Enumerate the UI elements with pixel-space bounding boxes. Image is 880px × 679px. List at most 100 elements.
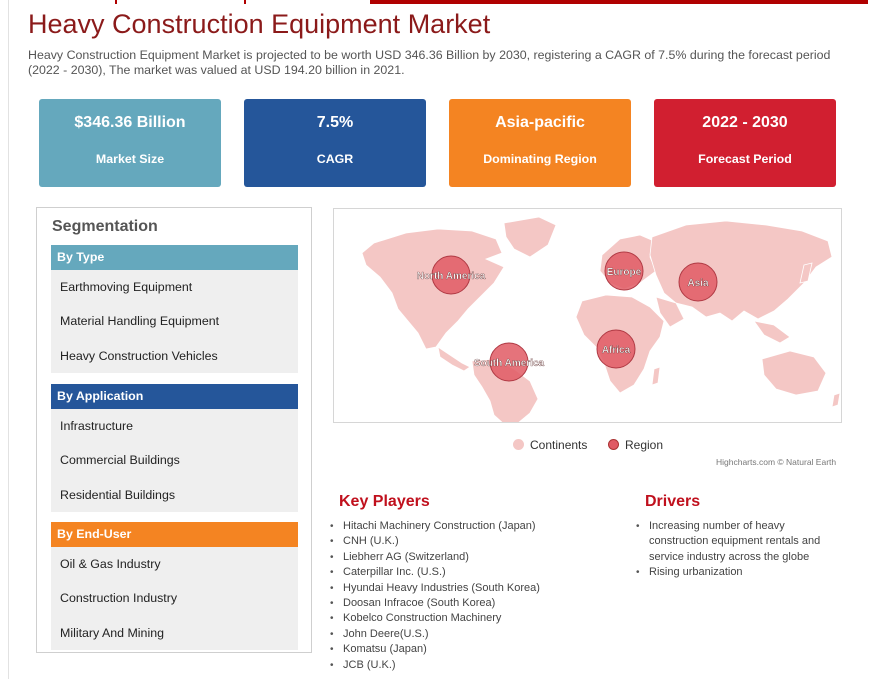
segment-list-application: Infrastructure Commercial Buildings Resi… [51,409,298,512]
list-item: • Rising urbanization [636,565,842,580]
kpi-market-size: $346.36 Billion Market Size [39,99,221,187]
bullet-icon: • [636,567,640,579]
greenland-shape [503,216,557,258]
region-bubble-south-america[interactable]: South America [474,342,545,382]
region-bubble-africa[interactable]: Africa [596,329,636,369]
driver-item: Rising urbanization [649,566,743,579]
list-item: • Komatsu (Japan) [330,642,630,657]
southeast-asia-shape [753,320,791,344]
segmentation-title: Segmentation [52,218,158,235]
list-item: • Hitachi Machinery Construction (Japan) [330,519,630,534]
world-map[interactable]: North America Europe Asia South America Afri… [333,208,842,423]
key-players-title: Key Players [339,493,430,510]
kpi-label: CAGR [316,152,354,166]
new-zealand-shape [831,392,841,408]
bullet-icon: • [330,659,334,671]
segment-list-end-user: Oil & Gas Industry Construction Industry… [51,547,298,650]
list-item: • CNH (U.K.) [330,534,630,549]
top-tab-marker [115,0,117,4]
legend-region[interactable]: Region [608,438,663,452]
segment-heading-application: By Application [51,384,298,409]
kpi-label: Dominating Region [483,152,597,166]
region-bubble-north-america[interactable]: North America [417,255,486,295]
bullet-icon: • [330,521,334,532]
page-description: Heavy Construction Equipment Market is p… [28,48,831,77]
kpi-value: 7.5% [316,114,354,131]
list-item: • JCB (U.K.) [330,658,630,673]
segment-item: Infrastructure [60,419,133,433]
legend-label: Region [625,438,664,452]
key-players-list: • Hitachi Machinery Construction (Japan) … [330,519,630,673]
kpi-value: Asia-pacific [495,114,585,131]
list-item: • Hyundai Heavy Industries (South Korea) [330,581,630,596]
key-player: CNH (U.K.) [343,535,399,548]
kpi-dominating-region: Asia-pacific Dominating Region [449,99,631,187]
region-label: Africa [602,345,631,356]
page-title: Heavy Construction Equipment Market [28,9,491,39]
legend-label: Continents [530,438,588,452]
region-bubble-europe[interactable]: Europe [604,251,644,291]
list-item: • John Deere(U.S.) [330,627,630,642]
top-tab-marker [244,0,246,4]
segment-item: Material Handling Equipment [60,314,220,329]
kpi-value: $346.36 Billion [74,114,186,131]
map-credit[interactable]: Highcharts.com © Natural Earth [716,457,837,467]
bullet-icon: • [330,644,334,656]
bullet-icon: • [330,598,334,610]
japan-shape [799,262,813,284]
list-item: • Caterpillar Inc. (U.S.) [330,565,630,580]
central-america-shape [437,346,471,372]
segment-item: Commercial Buildings [60,453,180,468]
region-bubble-asia[interactable]: Asia [678,262,718,302]
driver-item: Increasing number of heavy construction … [649,520,821,563]
bullet-icon: • [330,628,334,640]
bullet-icon: • [636,521,640,532]
world-map-svg: North America Europe Asia South America Afri… [361,216,841,422]
legend-dot-continents [513,439,524,450]
bullet-icon: • [330,551,334,563]
key-player: Kobelco Construction Machinery [343,612,502,625]
region-circle[interactable] [431,255,471,295]
key-player: Komatsu (Japan) [343,643,427,656]
page-frame [8,0,880,679]
segmentation-panel: Segmentation By Type Earthmoving Equipme… [36,207,312,653]
key-player: Caterpillar Inc. (U.S.) [343,566,446,579]
list-item: • Increasing number of heavy construction… [636,519,842,565]
list-item: • Kobelco Construction Machinery [330,611,630,626]
bullet-icon: • [330,567,334,579]
list-item: • Doosan Infracoe (South Korea) [330,596,630,611]
segment-item: Residential Buildings [60,487,176,502]
segment-item: Earthmoving Equipment [60,280,193,294]
key-player: JCB (U.K.) [343,658,396,671]
kpi-label: Forecast Period [698,152,792,166]
kpi-forecast-period: 2022 - 2030 Forecast Period [654,99,836,187]
drivers-title: Drivers [645,493,701,510]
key-player: John Deere(U.S.) [343,627,429,640]
legend-continents[interactable]: Continents [513,438,587,452]
region-label: Asia [687,278,709,289]
key-player: Hyundai Heavy Industries (South Korea) [343,581,540,594]
legend-dot-region [608,439,619,450]
region-circle[interactable] [596,329,636,369]
madagascar-shape [651,366,661,386]
region-circle[interactable] [489,342,529,382]
continents [361,216,841,422]
kpi-label: Market Size [95,152,165,166]
region-circle[interactable] [678,262,718,302]
north-america-shape [361,228,505,350]
arabia-shape [655,296,685,328]
kpi-value: 2022 - 2030 [702,114,788,131]
key-player: Hitachi Machinery Construction (Japan) [343,520,536,532]
drivers-list: • Increasing number of heavy construction… [636,519,842,581]
segment-item: Military And Mining [60,625,164,640]
segment-item: Heavy Construction Vehicles [60,348,218,363]
kpi-cagr: 7.5% CAGR [244,99,426,187]
region-label: Europe [607,267,642,278]
segment-heading-type: By Type [51,245,298,270]
segment-item: Construction Industry [60,591,178,606]
top-accent-bar [370,0,868,4]
bullet-icon: • [330,613,334,625]
segment-list-type: Earthmoving Equipment Material Handling … [51,270,298,373]
region-circle[interactable] [604,251,644,291]
region-label: North America [417,271,486,282]
